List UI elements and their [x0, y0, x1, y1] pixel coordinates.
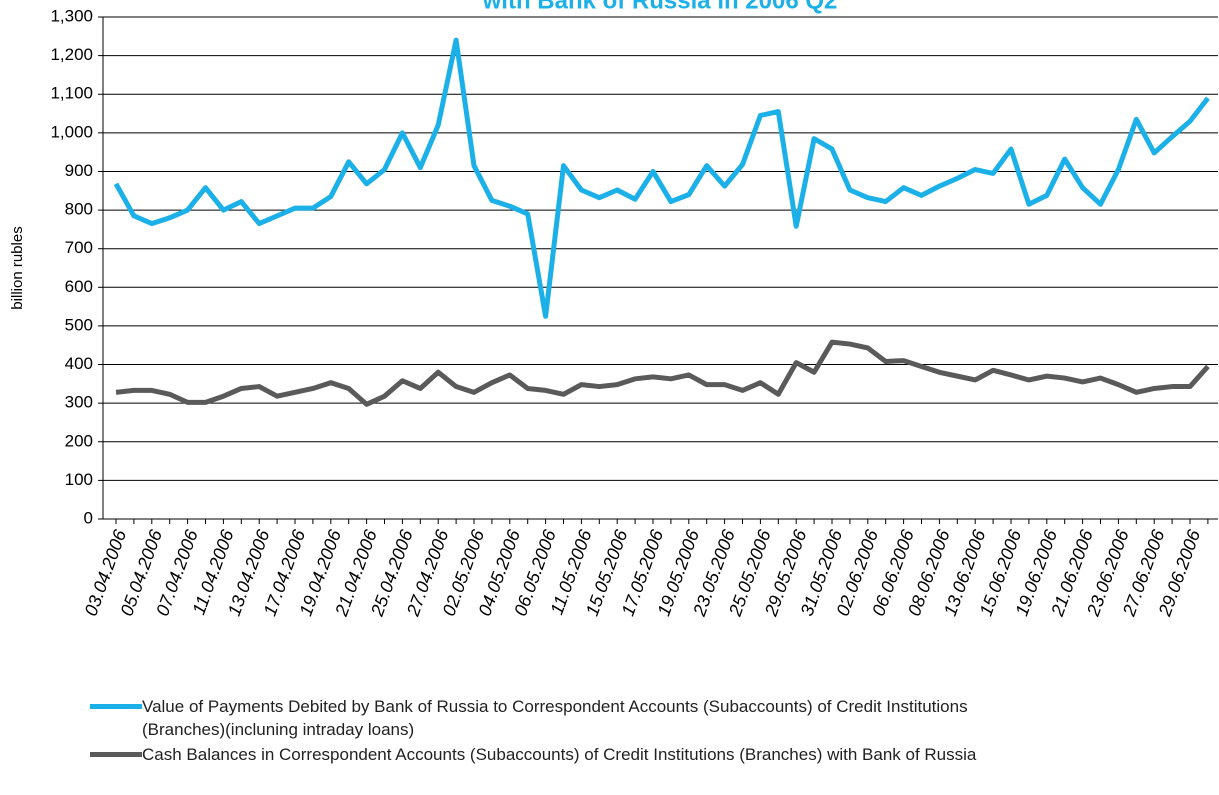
legend-label: Value of Payments Debited by Bank of Rus… — [142, 697, 968, 739]
series-line — [113, 37, 1210, 319]
y-tick-label: 700 — [65, 238, 93, 257]
legend-label: Cash Balances in Correspondent Accounts … — [142, 745, 977, 764]
y-tick-label: 1,000 — [50, 122, 93, 141]
y-tick-label: 400 — [65, 354, 93, 373]
y-tick-label: 300 — [65, 393, 93, 412]
series-line — [115, 339, 1210, 407]
legend-item: Cash Balances in Correspondent Accounts … — [90, 743, 1032, 766]
y-tick-label: 900 — [65, 161, 93, 180]
y-tick-label: 600 — [65, 277, 93, 296]
y-tick-label: 100 — [65, 470, 93, 489]
y-tick-label: 1,300 — [50, 6, 93, 25]
legend-swatch — [90, 704, 142, 709]
y-tick-label: 1,200 — [50, 45, 93, 64]
chart-title: with Bank of Russia in 2006 Q2 — [482, 0, 838, 14]
y-tick-label: 200 — [65, 431, 93, 450]
y-tick-label: 1,100 — [50, 84, 93, 103]
y-tick-label: 800 — [65, 200, 93, 219]
y-tick-label: 500 — [65, 315, 93, 334]
legend-swatch — [90, 752, 142, 757]
y-axis-label: billion rubles — [9, 226, 26, 309]
y-tick-label: 0 — [84, 508, 93, 527]
legend-item: Value of Payments Debited by Bank of Rus… — [90, 695, 1032, 741]
